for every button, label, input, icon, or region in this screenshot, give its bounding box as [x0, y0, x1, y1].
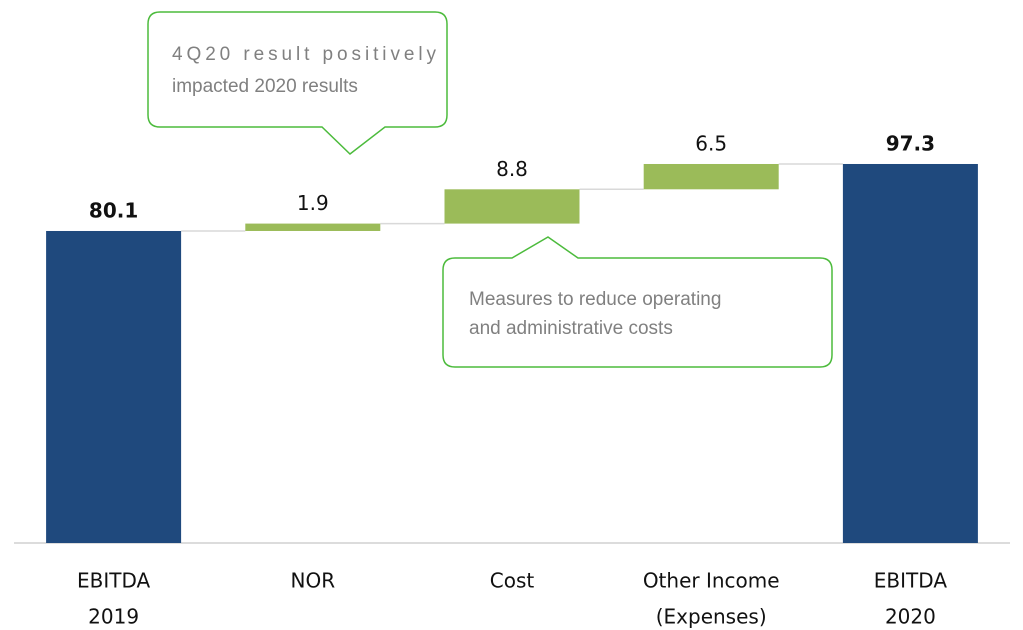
x-tick-label: Cost	[490, 569, 535, 593]
bar	[842, 163, 978, 544]
bar	[46, 230, 182, 543]
value-label: 8.8	[496, 157, 528, 181]
callout	[147, 11, 448, 155]
x-tick-label: (Expenses)	[656, 605, 767, 629]
bar	[444, 189, 580, 224]
x-tick-label: EBITDA	[77, 569, 151, 593]
bar	[245, 223, 381, 231]
value-label: 80.1	[89, 198, 138, 222]
callout	[442, 236, 833, 368]
x-tick-label: 2019	[88, 605, 139, 629]
x-tick-label: EBITDA	[874, 569, 948, 593]
callout-text: and administrative costs	[469, 318, 673, 339]
callout-text: 4Q20 result positively	[172, 44, 437, 65]
value-label: 97.3	[886, 131, 935, 155]
callout-text: Measures to reduce operating	[469, 289, 721, 310]
callout-text: impacted 2020 results	[172, 76, 358, 97]
bar	[643, 163, 779, 190]
x-tick-label: Other Income	[643, 569, 780, 593]
x-tick-label: 2020	[885, 605, 936, 629]
x-tick-label: NOR	[290, 569, 335, 593]
value-label: 1.9	[297, 191, 329, 215]
value-label: 6.5	[695, 131, 727, 155]
